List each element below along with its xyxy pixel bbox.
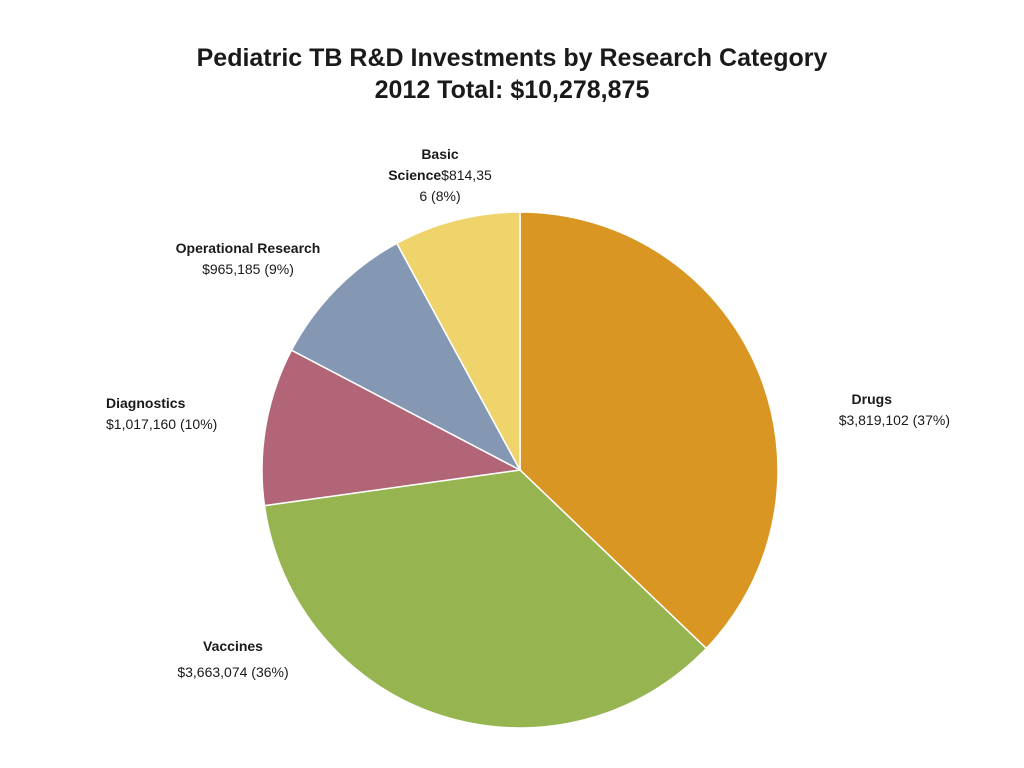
label-basic-science-line3: 6 (8%) xyxy=(419,188,461,204)
label-basic-science-line2-value: $814,35 xyxy=(441,167,492,183)
pie-slice-drugs xyxy=(519,211,779,650)
label-vaccines-name: Vaccines xyxy=(203,638,263,654)
label-operational-research: Operational Research $965,185 (9%) xyxy=(148,238,348,280)
label-drugs: Drugs $3,819,102 (37%) xyxy=(790,389,950,431)
label-diagnostics-name: Diagnostics xyxy=(106,395,186,411)
chart-title: Pediatric TB R&D Investments by Research… xyxy=(196,44,828,72)
label-vaccines-value: $3,663,074 (36%) xyxy=(177,664,289,680)
label-drugs-name: Drugs xyxy=(851,391,892,407)
pie-slice-operational-research xyxy=(290,242,522,472)
label-basic-science-line2: Science$814,35 xyxy=(370,165,510,186)
label-basic-science-line1: Basic xyxy=(421,146,459,162)
label-basic-science-line2-name: Science xyxy=(388,167,442,183)
chart-subtitle: 2012 Total: $10,278,875 xyxy=(374,76,650,104)
label-diagnostics-value: $1,017,160 (10%) xyxy=(106,416,218,432)
label-vaccines: Vaccines $3,663,074 (36%) xyxy=(150,636,316,683)
pie-slice-vaccines xyxy=(263,469,708,729)
pie-slice-diagnostics xyxy=(261,349,523,507)
label-operational-research-value: $965,185 (9%) xyxy=(202,261,294,277)
pie-slice-basic-science xyxy=(395,211,521,471)
label-drugs-value: $3,819,102 (37%) xyxy=(838,412,950,428)
label-operational-research-name: Operational Research xyxy=(175,240,321,256)
label-basic-science: Basic Science$814,35 6 (8%) xyxy=(370,144,510,207)
chart-title-block: Pediatric TB R&D Investments by Research… xyxy=(0,42,1024,106)
label-diagnostics: Diagnostics $1,017,160 (10%) xyxy=(106,393,266,435)
